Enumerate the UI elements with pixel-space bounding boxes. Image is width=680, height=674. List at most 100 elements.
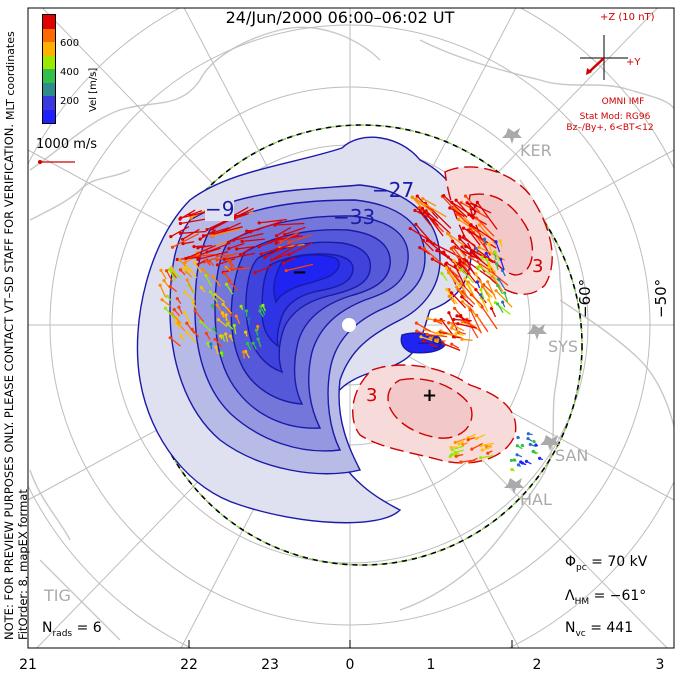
velocity-vector-origin (428, 336, 432, 340)
imf-condition-label: Bz–/By+, 6<BT<12 (566, 123, 654, 133)
velocity-vector (211, 222, 241, 237)
velocity-vector-origin (526, 432, 530, 436)
velocity-vector (447, 232, 467, 248)
velocity-vector (206, 242, 231, 253)
velocity-vector (214, 338, 222, 348)
velocity-vector (193, 245, 206, 248)
colorbar-segment (43, 69, 55, 83)
hm-boundary-latitude-value: = −61° (593, 588, 647, 604)
velocity-vector-origin (164, 269, 169, 273)
velocity-vector-origin (226, 258, 231, 263)
velocity-vector-origin (215, 303, 219, 307)
velocity-vector-origin (469, 251, 473, 255)
velocity-vector-origin (204, 331, 209, 336)
velocity-vector (498, 278, 506, 290)
velocity-vector (236, 245, 257, 250)
velocity-vector-origin (274, 234, 279, 238)
velocity-vector-origin (460, 337, 464, 341)
velocity-vector (288, 234, 312, 243)
velocity-vector (416, 195, 439, 219)
velocity-vector (197, 244, 213, 249)
velocity-vector (224, 252, 256, 260)
velocity-vector (480, 454, 494, 459)
velocity-vector (466, 283, 481, 308)
velocity-vector-origin (449, 291, 454, 295)
velocity-vector-origin (209, 342, 213, 346)
velocity-vector-origin (509, 458, 514, 463)
fit-order-text: FitOrder: 8, mapEX format (16, 489, 30, 640)
preview-note-text: NOTE: FOR PREVIEW PURPOSES ONLY. PLEASE … (2, 123, 16, 640)
velocity-vector-origin (175, 297, 179, 301)
velocity-vector-origin (451, 323, 455, 327)
velocity-vector (465, 195, 481, 213)
velocity-vector (203, 226, 230, 237)
velocity-vector-origin (201, 267, 205, 272)
velocity-vector-origin (221, 302, 225, 306)
latitude-label: −50° (652, 278, 670, 318)
velocity-vector (416, 322, 432, 332)
velocity-vector (425, 210, 451, 234)
velocity-vector-origin (413, 208, 417, 213)
velocity-vector (170, 225, 190, 238)
velocity-vector-origin (185, 321, 189, 325)
velocity-vector-origin (444, 266, 449, 270)
negative-potential-cell (136, 136, 472, 524)
velocity-vector-origin (224, 332, 228, 336)
velocity-vector-origin (463, 277, 467, 281)
mlt-tick-label: 1 (426, 657, 436, 673)
velocity-vector-origin (453, 306, 457, 310)
velocity-vector-origin (463, 319, 467, 324)
velocity-vector-origin (204, 273, 208, 278)
velocity-vector-origin (196, 257, 200, 261)
velocity-vector (466, 202, 478, 213)
velocity-vector-origin (199, 320, 203, 324)
velocity-vector-origin (178, 268, 183, 272)
mlt-tick-label: 22 (180, 657, 198, 673)
velocity-vector (448, 295, 456, 305)
radar-site-label: SYS (548, 337, 579, 356)
velocity-vector-origin (501, 300, 505, 304)
velocity-vector (283, 257, 296, 264)
velocity-vector-origin (257, 221, 261, 225)
velocity-vector (461, 296, 474, 308)
velocity-vector-origin (538, 456, 542, 460)
velocity-vector-origin (235, 247, 239, 251)
velocity-vector (465, 260, 476, 276)
velocity-vector-origin (451, 245, 455, 249)
velocity-vector (479, 266, 500, 282)
velocity-vector (260, 248, 277, 255)
velocity-vector-origin (183, 311, 187, 315)
velocity-vector-origin (408, 226, 412, 231)
velocity-vector-origin (531, 450, 535, 454)
velocity-vector-origin (165, 294, 169, 298)
contour-label: −27 (372, 178, 415, 202)
velocity-vector-origin (174, 320, 178, 325)
velocity-vector-origin (224, 282, 229, 286)
preview-note: NOTE: FOR PREVIEW PURPOSES ONLY. PLEASE … (2, 124, 30, 640)
velocity-vector-origin (234, 314, 238, 318)
imf-bz-label: +Z (10 nT) (600, 12, 655, 23)
velocity-vector-origin (468, 223, 473, 227)
colorbar-segment (43, 96, 55, 110)
velocity-vector-origin (187, 267, 191, 271)
velocity-vector (180, 211, 207, 219)
velocity-vector (476, 201, 498, 230)
radar-site-label: TIG (44, 586, 71, 605)
radar-site-label: KER (520, 141, 552, 160)
velocity-vector (161, 299, 171, 307)
velocity-vector (216, 252, 239, 261)
velocity-vector (427, 333, 448, 338)
velocity-vector-origin (454, 198, 458, 202)
frame-ticks (27, 640, 675, 648)
velocity-vector-origin (206, 341, 210, 345)
velocity-vector-origin (254, 328, 258, 332)
velocity-vector-origin (183, 290, 187, 294)
velocity-vector (182, 241, 195, 245)
velocity-vector-origin (201, 234, 206, 238)
velocity-vector (284, 226, 306, 236)
hm-boundary-latitude: ΛHM = −61° (565, 588, 647, 607)
velocity-vector-origin (159, 268, 163, 272)
velocity-vector (233, 232, 264, 241)
velocity-vector-origin (253, 271, 257, 275)
velocity-vectors (158, 194, 544, 472)
